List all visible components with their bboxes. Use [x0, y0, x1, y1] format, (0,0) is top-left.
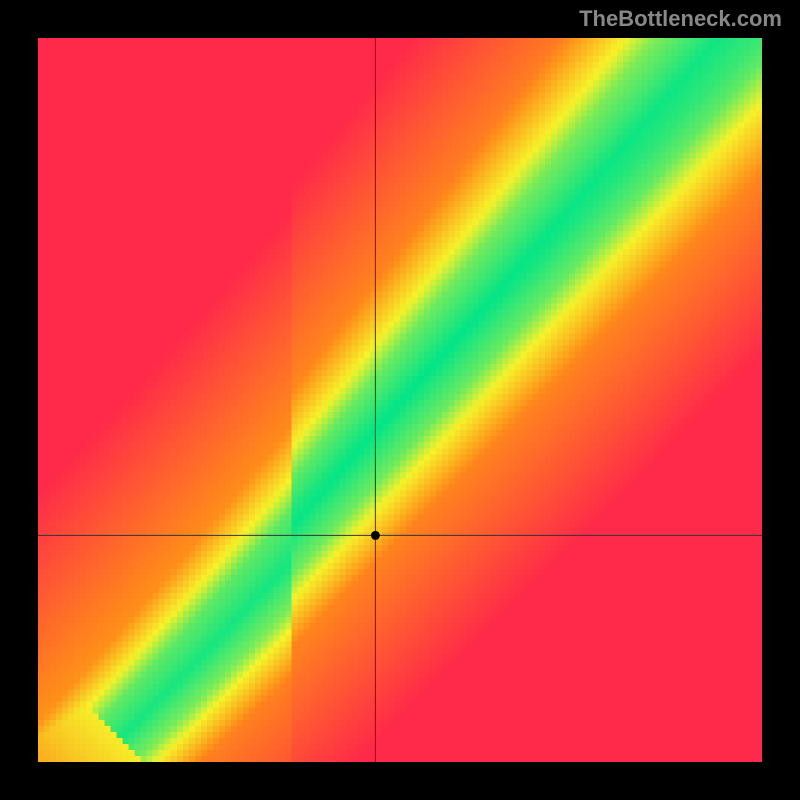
bottleneck-heatmap — [38, 38, 762, 762]
attribution-label: TheBottleneck.com — [579, 6, 782, 32]
